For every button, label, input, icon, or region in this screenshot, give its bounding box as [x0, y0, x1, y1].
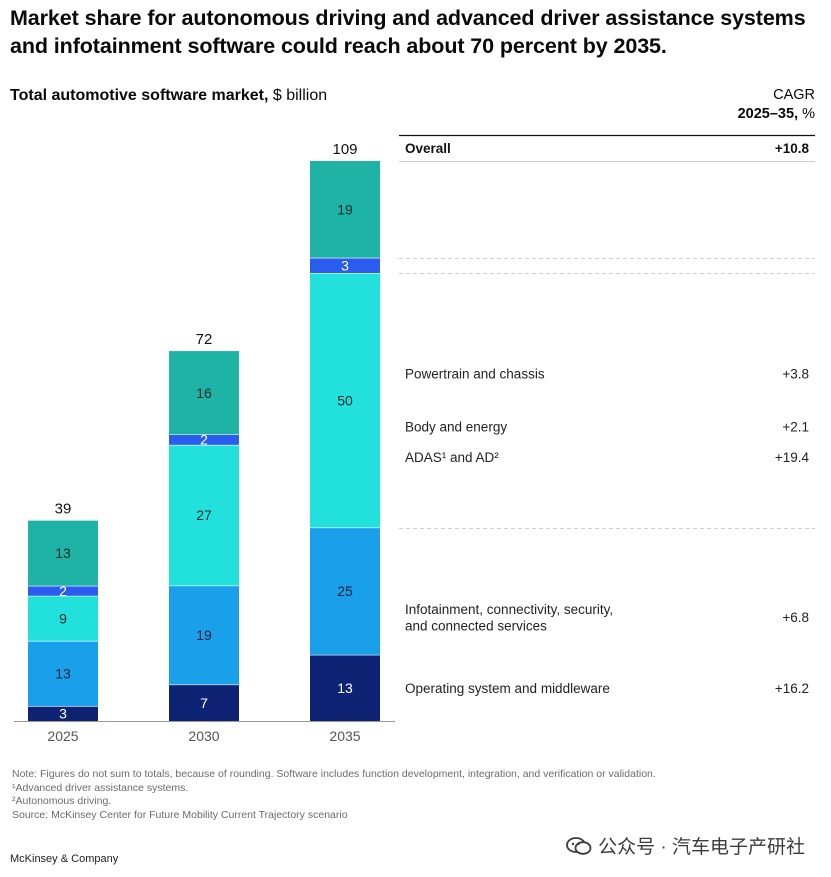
total-label: 109	[332, 141, 357, 158]
bar-segment	[169, 351, 239, 435]
legend-label: Powertrain and chassis	[405, 366, 545, 381]
bar-segment	[28, 640, 98, 706]
data-label: 7	[200, 695, 208, 711]
data-label: 9	[59, 610, 67, 626]
data-label: 2	[200, 432, 208, 448]
bar-segment	[310, 654, 380, 721]
legend-label: Operating system and middleware	[405, 681, 610, 696]
x-tick-label: 2030	[188, 728, 219, 744]
data-label: 13	[337, 680, 353, 696]
bar-segment	[310, 257, 380, 273]
cagr-header-unit: %	[798, 106, 815, 122]
cagr-value: +2.1	[782, 420, 809, 435]
cagr-value: +6.8	[782, 610, 809, 625]
footnote-note: Note: Figures do not sum to totals, beca…	[12, 768, 656, 780]
data-label: 3	[59, 705, 67, 721]
legend-label: Body and energy	[405, 420, 507, 435]
footnote-source: Source: McKinsey Center for Future Mobil…	[12, 808, 348, 821]
data-label: 2	[59, 583, 67, 599]
bar-segment	[169, 585, 239, 685]
chart-title: Market share for autonomous driving and …	[10, 6, 806, 58]
data-label: 27	[196, 507, 212, 523]
total-label: 39	[55, 501, 72, 518]
wechat-icon	[566, 836, 592, 855]
legend-label: ADAS¹ and AD²	[405, 450, 499, 465]
bar-segment	[169, 684, 239, 721]
overall-label: Overall	[405, 141, 451, 156]
data-label: 16	[196, 385, 212, 401]
subtitle-bold: Total automotive software market,	[10, 87, 269, 104]
brand-name: McKinsey & Company	[10, 853, 119, 865]
cagr-header-line2: 2025–35, %	[738, 105, 815, 124]
bar-segment	[28, 705, 98, 721]
footnote-ad: ²Autonomous driving.	[12, 795, 112, 807]
x-tick-label: 2035	[329, 728, 360, 744]
bar-segment	[28, 585, 98, 596]
data-label: 13	[55, 545, 71, 561]
bar-segment	[169, 444, 239, 586]
data-label: 19	[337, 201, 353, 217]
data-label: 13	[55, 665, 71, 681]
cagr-value: +16.2	[775, 681, 809, 696]
footnote-adas: ¹Advanced driver assistance systems.	[12, 781, 189, 794]
cagr-value: +19.4	[775, 450, 810, 465]
bar-segment	[28, 520, 98, 586]
cagr-header-line1: CAGR	[773, 87, 815, 103]
bar-segment	[169, 434, 239, 445]
data-label: 25	[337, 583, 353, 599]
bar-segment	[28, 595, 98, 641]
watermark-text: 公众号 · 汽车电子产研社	[598, 837, 805, 858]
data-label: 3	[341, 257, 349, 273]
x-tick-label: 2025	[47, 728, 78, 744]
legend-label: and connected services	[405, 618, 547, 633]
stacked-bar-chart: 3 13 9 2 13 39 2025 7 19 27 2 16 72 2030 13 25 50 3 19 109 2…	[14, 134, 815, 744]
subtitle-unit: $ billion	[268, 87, 328, 104]
cagr-header: CAGR 2025–35, %	[738, 86, 815, 124]
bar-segment	[310, 273, 380, 528]
overall-cagr: +10.8	[775, 141, 810, 156]
bar-segment	[310, 161, 380, 258]
legend-label: Infotainment, connectivity, security,	[405, 602, 613, 617]
cagr-value: +3.8	[782, 366, 809, 381]
bar-segment	[310, 527, 380, 655]
chart-subtitle: Total automotive software market, $ bill…	[10, 87, 327, 105]
total-label: 72	[196, 331, 213, 348]
cagr-header-period: 2025–35,	[737, 106, 799, 122]
data-label: 19	[196, 627, 212, 643]
data-label: 50	[337, 392, 353, 408]
footnotes: Note: Figures do not sum to totals, beca…	[12, 768, 656, 822]
watermark: 公众号 · 汽车电子产研社	[566, 832, 805, 859]
